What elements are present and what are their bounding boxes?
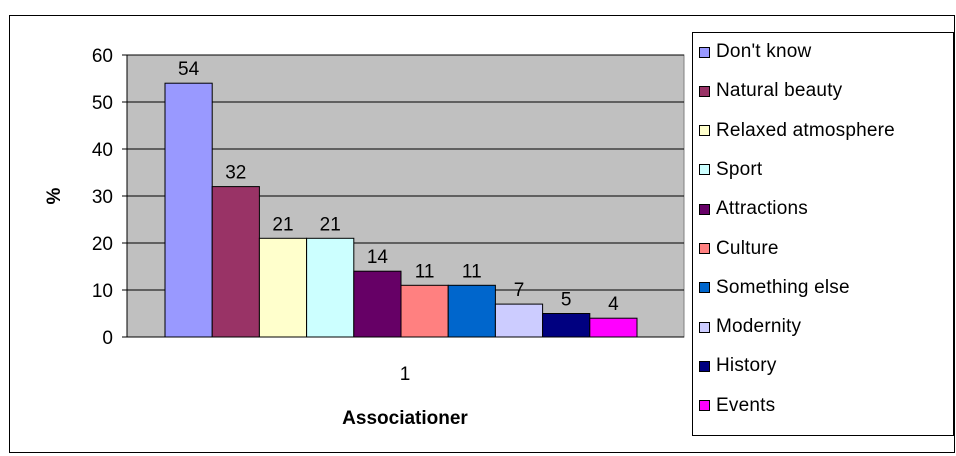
y-tick-label: 40 (92, 140, 113, 161)
bar (494, 303, 544, 338)
bars (164, 82, 638, 338)
legend-swatch (699, 85, 710, 97)
legend-label: Modernity (716, 316, 802, 338)
x-tick-label: 1 (400, 364, 411, 385)
y-tick-label: 0 (102, 328, 113, 349)
legend-item: History (699, 353, 777, 379)
legend-swatch (699, 243, 710, 254)
data-label: 32 (225, 163, 246, 184)
legend-item: Attractions (699, 196, 808, 222)
data-label: 4 (608, 294, 619, 315)
bar (211, 186, 260, 338)
legend-label: Sport (716, 158, 763, 180)
bar (447, 284, 496, 338)
bar (542, 313, 591, 338)
data-label: 54 (178, 59, 200, 80)
data-label: 11 (415, 261, 435, 282)
y-axis-title: % (44, 187, 65, 204)
legend-label: History (716, 355, 777, 377)
legend-label: Something else (716, 276, 850, 298)
bar (589, 317, 638, 338)
legend-swatch (699, 203, 710, 215)
data-label: 21 (320, 214, 341, 235)
legend-item: Don't know (699, 39, 811, 65)
legend-item: Culture (699, 236, 779, 262)
y-ticks: 0 10 20 30 40 50 60 (92, 46, 127, 349)
bar (353, 270, 402, 338)
legend-label: Culture (716, 237, 779, 259)
legend-item: Natural beauty (699, 78, 842, 104)
legend-label: Events (716, 394, 776, 416)
y-tick-label: 60 (92, 46, 113, 67)
y-tick-label: 20 (92, 234, 113, 255)
legend-swatch (699, 360, 710, 372)
bar (400, 284, 449, 338)
legend-swatch (699, 282, 710, 294)
legend-label: Natural beauty (716, 80, 843, 102)
legend-swatch (699, 321, 710, 333)
data-label: 21 (272, 214, 293, 235)
data-label: 5 (561, 290, 572, 311)
legend: Don't know Natural beauty Relaxed atmosphe… (692, 32, 954, 436)
legend-label: Relaxed atmosphere (716, 119, 895, 141)
legend-swatch (699, 125, 710, 137)
legend-item: Events (699, 393, 775, 419)
bar (164, 82, 213, 338)
bar (306, 237, 355, 338)
data-label: 7 (514, 280, 525, 301)
legend-item: Modernity (699, 314, 801, 340)
data-label: 11 (462, 261, 482, 282)
y-tick-label: 50 (92, 93, 113, 114)
legend-item: Something else (699, 275, 850, 301)
y-tick-label: 10 (92, 281, 113, 302)
legend-item: Sport (699, 157, 762, 183)
legend-label: Don't know (716, 41, 812, 62)
bar (258, 237, 308, 338)
data-label: 14 (367, 247, 389, 268)
y-tick-label: 30 (92, 187, 113, 208)
legend-swatch (699, 400, 710, 412)
legend-item: Relaxed atmosphere (699, 118, 895, 144)
legend-label: Attractions (716, 198, 808, 220)
x-axis-title: Associationer (342, 408, 468, 429)
legend-swatch (699, 164, 710, 176)
legend-swatch (699, 46, 710, 58)
